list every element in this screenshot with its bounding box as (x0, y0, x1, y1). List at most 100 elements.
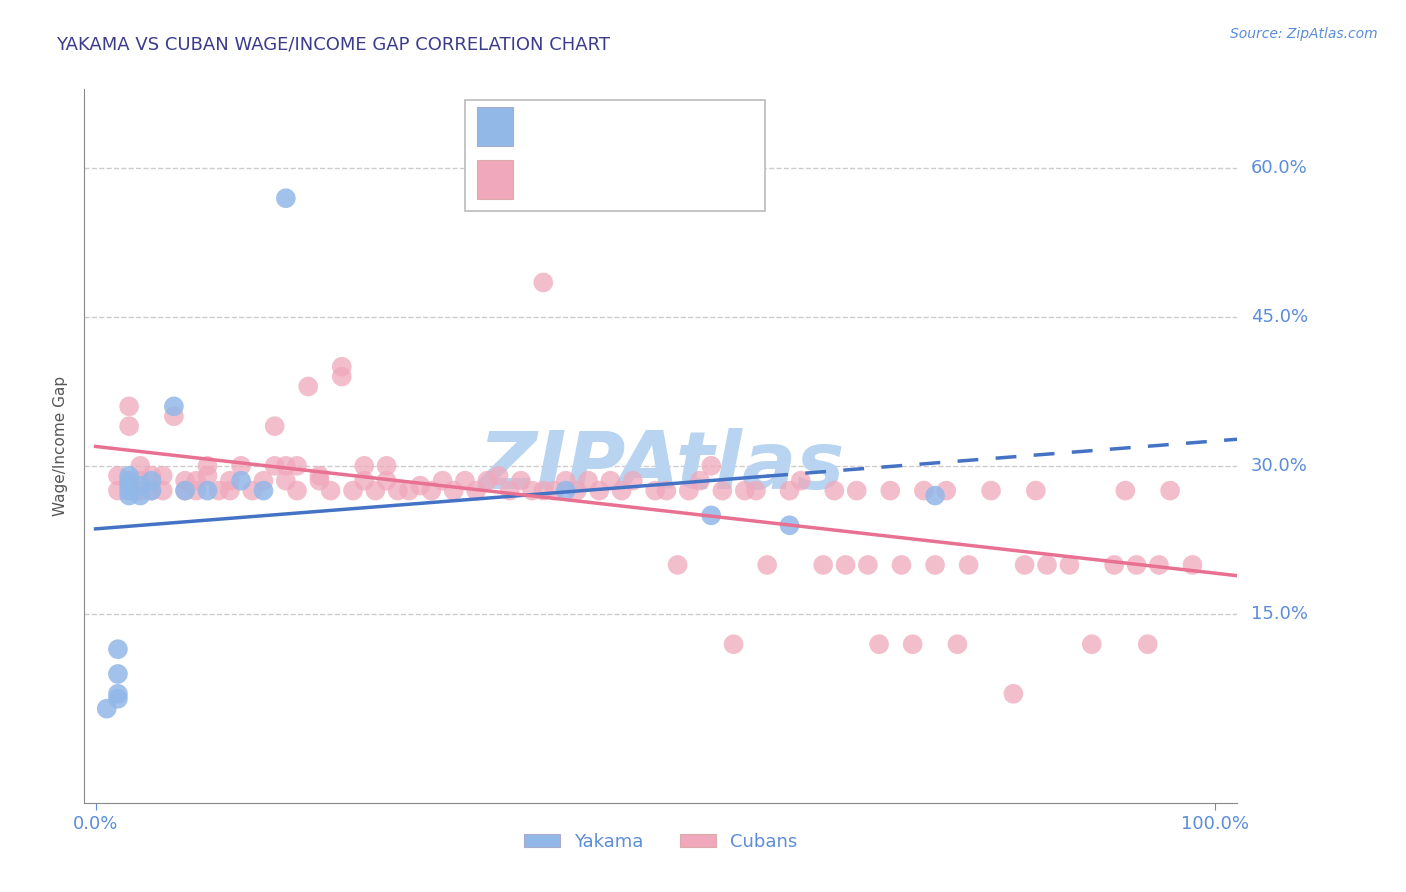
Point (543, 483, 565, 498)
Point (118, 474, 141, 488)
Point (163, 409, 186, 424)
Point (118, 483, 141, 498)
Point (689, 474, 711, 488)
Point (353, 474, 375, 488)
Point (107, 642, 129, 657)
Point (1002, 687, 1025, 701)
Text: 60.0%: 60.0% (1251, 160, 1308, 178)
Point (330, 359, 353, 374)
Point (443, 483, 465, 498)
Point (588, 483, 610, 498)
Point (308, 474, 330, 488)
Point (666, 558, 689, 572)
Point (174, 474, 197, 488)
Point (935, 483, 957, 498)
Point (1159, 483, 1181, 498)
Point (197, 458, 219, 473)
Point (107, 691, 129, 706)
Point (779, 483, 801, 498)
Point (319, 483, 342, 498)
Point (745, 483, 768, 498)
Point (297, 379, 319, 393)
Point (1125, 558, 1147, 572)
Point (364, 483, 387, 498)
Text: 45.0%: 45.0% (1251, 308, 1309, 326)
Point (285, 458, 308, 473)
Point (342, 483, 364, 498)
Point (499, 483, 522, 498)
Point (129, 474, 152, 488)
Point (129, 458, 152, 473)
Point (700, 458, 723, 473)
Point (274, 474, 297, 488)
Point (107, 483, 129, 498)
Point (141, 468, 163, 483)
Point (554, 483, 576, 498)
Point (387, 483, 409, 498)
Point (107, 468, 129, 483)
Point (868, 637, 890, 651)
Point (208, 483, 231, 498)
Point (229, 458, 252, 473)
Point (912, 483, 935, 498)
Point (957, 558, 980, 572)
Text: YAKAMA VS CUBAN WAGE/INCOME GAP CORRELATION CHART: YAKAMA VS CUBAN WAGE/INCOME GAP CORRELAT… (56, 36, 610, 54)
Point (879, 483, 901, 498)
Point (197, 483, 219, 498)
Point (823, 483, 845, 498)
Point (240, 483, 263, 498)
Point (1081, 637, 1104, 651)
Point (274, 458, 297, 473)
Point (520, 483, 543, 498)
Point (353, 458, 375, 473)
Point (488, 468, 510, 483)
Point (432, 474, 454, 488)
Point (218, 483, 240, 498)
Point (118, 400, 141, 414)
Point (308, 468, 330, 483)
Point (454, 474, 477, 488)
Point (1102, 558, 1125, 572)
Point (856, 558, 879, 572)
Point (118, 468, 141, 483)
Point (96, 701, 118, 715)
Point (1014, 558, 1036, 572)
Point (924, 489, 946, 503)
Point (141, 483, 163, 498)
Point (1025, 483, 1047, 498)
Point (1114, 483, 1136, 498)
Point (509, 474, 531, 488)
Y-axis label: Wage/Income Gap: Wage/Income Gap (53, 376, 69, 516)
Point (274, 191, 297, 205)
Point (118, 419, 141, 434)
Point (107, 667, 129, 681)
Point (554, 474, 576, 488)
Text: ZIPAtlas: ZIPAtlas (478, 428, 844, 507)
Point (790, 474, 813, 488)
Point (129, 489, 152, 503)
Point (465, 483, 488, 498)
Point (756, 558, 779, 572)
Point (946, 637, 969, 651)
Point (1036, 558, 1059, 572)
Point (1147, 558, 1170, 572)
Point (678, 483, 700, 498)
Point (263, 419, 285, 434)
Point (711, 483, 734, 498)
Text: 15.0%: 15.0% (1251, 606, 1308, 624)
Point (118, 478, 141, 492)
Point (565, 483, 588, 498)
Point (186, 483, 208, 498)
Point (152, 483, 174, 498)
Point (531, 483, 554, 498)
Point (141, 483, 163, 498)
Point (599, 474, 621, 488)
Point (107, 687, 129, 701)
Point (779, 518, 801, 533)
Point (1059, 558, 1081, 572)
Point (285, 483, 308, 498)
Point (129, 483, 152, 498)
Point (375, 458, 398, 473)
Point (980, 483, 1002, 498)
Point (811, 558, 834, 572)
